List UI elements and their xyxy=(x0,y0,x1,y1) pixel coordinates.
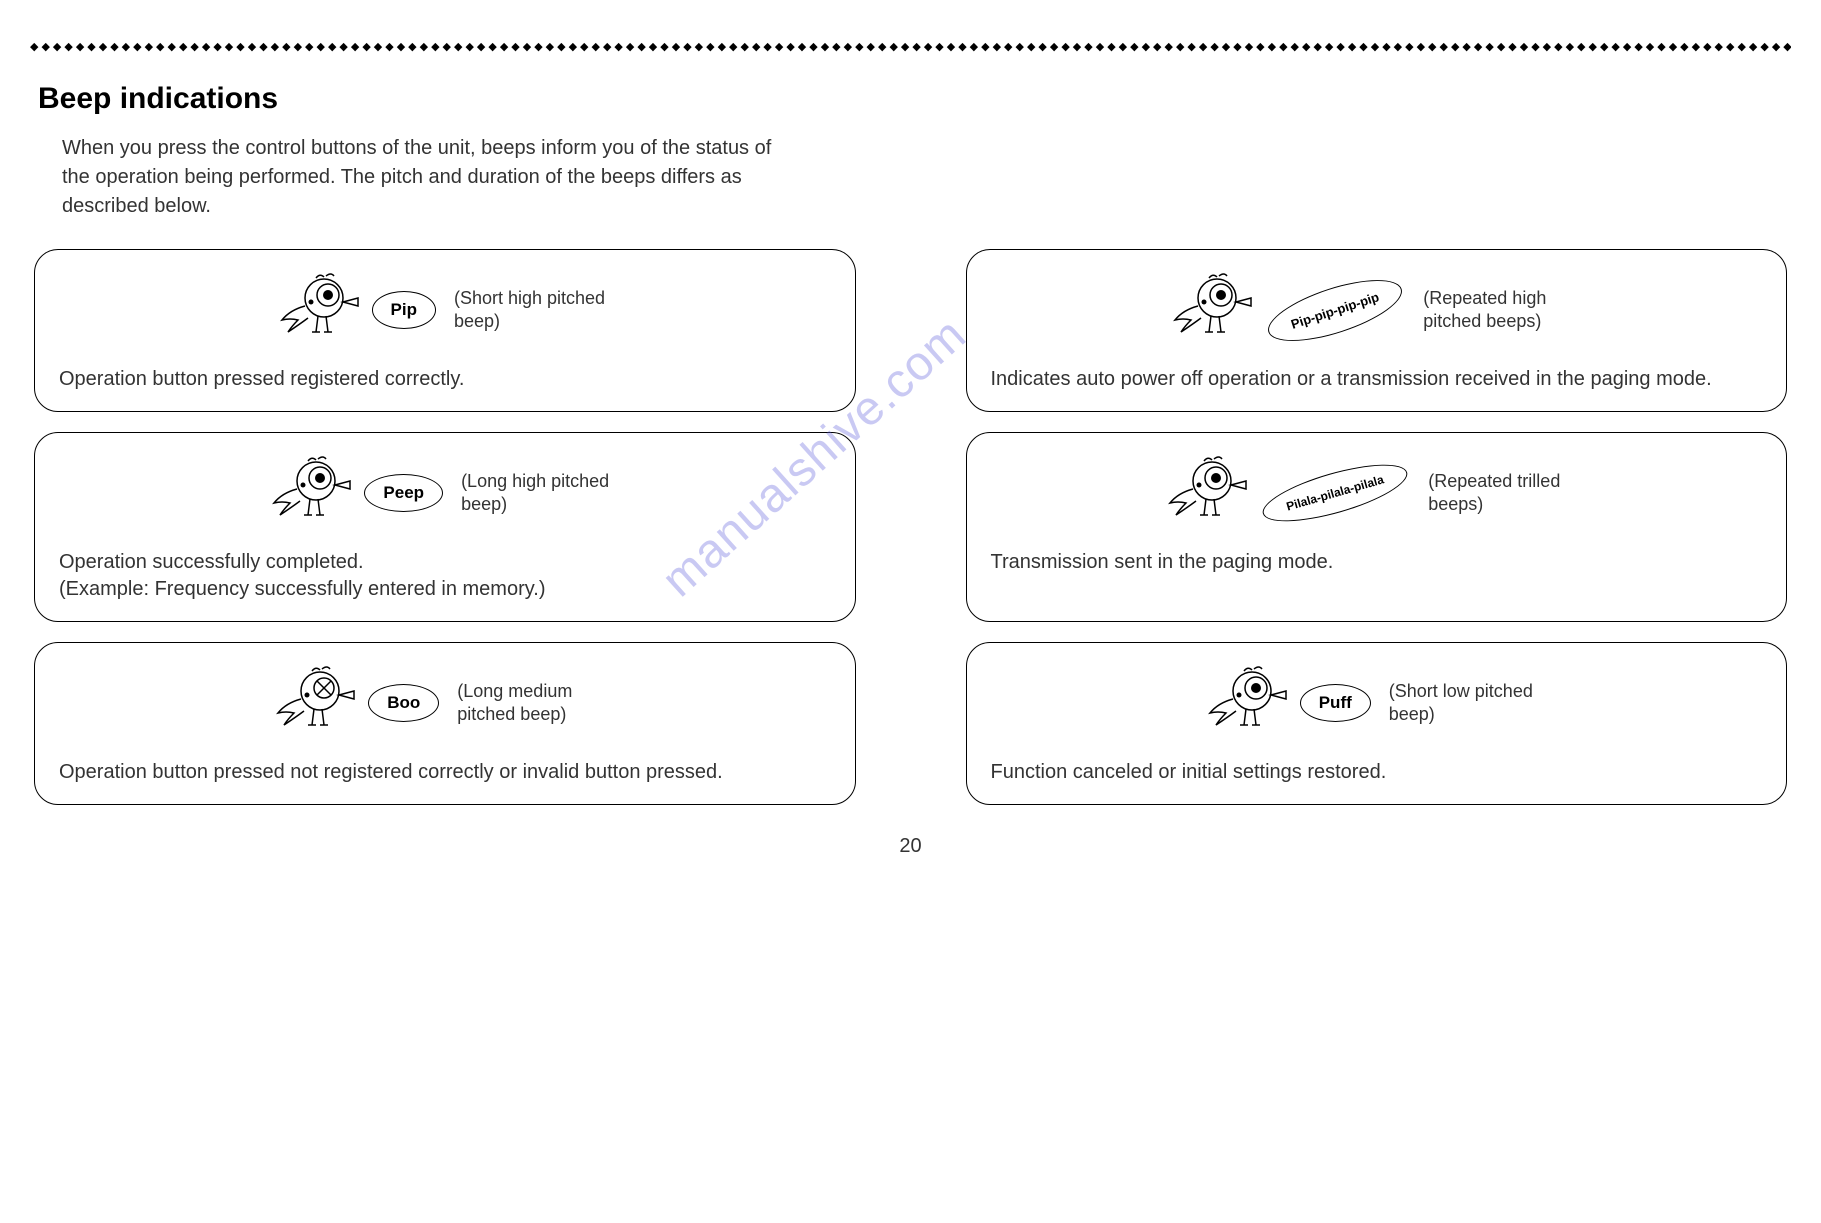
beep-card: Boo (Long medium pitched beep) Operation… xyxy=(34,642,856,805)
bird-icon xyxy=(272,663,362,743)
decorative-border: ◆◆◆◆◆◆◆◆◆◆◆◆◆◆◆◆◆◆◆◆◆◆◆◆◆◆◆◆◆◆◆◆◆◆◆◆◆◆◆◆… xyxy=(30,40,1791,54)
beep-description: Operation button pressed registered corr… xyxy=(59,366,831,393)
beep-hint: (Short low pitched beep) xyxy=(1389,680,1549,727)
beep-card: Pilala-pilala-pilala (Repeated trilled b… xyxy=(966,432,1788,622)
bird-bubble-wrap: Boo xyxy=(272,663,439,743)
card-illustration-row: Pip (Short high pitched beep) xyxy=(59,264,831,356)
card-illustration-row: Boo (Long medium pitched beep) xyxy=(59,657,831,749)
bird-bubble-wrap: Pip xyxy=(276,270,436,350)
speech-bubble: Pip xyxy=(372,291,436,329)
beep-hint: (Long medium pitched beep) xyxy=(457,680,617,727)
bird-icon xyxy=(1204,663,1294,743)
beep-description: Function canceled or initial settings re… xyxy=(991,759,1763,786)
beep-card: Peep (Long high pitched beep) Operation … xyxy=(34,432,856,622)
beep-description: Transmission sent in the paging mode. xyxy=(991,549,1763,576)
beep-card: Pip-pip-pip-pip (Repeated high pitched b… xyxy=(966,249,1788,412)
bird-bubble-wrap: Pilala-pilala-pilala xyxy=(1164,453,1410,533)
page-title: Beep indications xyxy=(38,82,1791,116)
beep-hint: (Long high pitched beep) xyxy=(461,470,621,517)
beep-description: Operation successfully completed. (Examp… xyxy=(59,549,831,603)
intro-text: When you press the control buttons of th… xyxy=(62,134,782,221)
cards-grid: Pip (Short high pitched beep) Operation … xyxy=(30,249,1791,805)
card-illustration-row: Pilala-pilala-pilala (Repeated trilled b… xyxy=(991,447,1763,539)
speech-bubble: Peep xyxy=(364,474,443,512)
beep-hint: (Short high pitched beep) xyxy=(454,287,614,334)
beep-hint: (Repeated trilled beeps) xyxy=(1428,470,1588,517)
bird-bubble-wrap: Peep xyxy=(268,453,443,533)
beep-hint: (Repeated high pitched beeps) xyxy=(1423,287,1583,334)
bird-icon xyxy=(276,270,366,350)
bird-icon xyxy=(1164,453,1254,533)
bird-icon xyxy=(1169,270,1259,350)
beep-card: Pip (Short high pitched beep) Operation … xyxy=(34,249,856,412)
bird-bubble-wrap: Puff xyxy=(1204,663,1371,743)
beep-description: Operation button pressed not registered … xyxy=(59,759,831,786)
speech-bubble: Puff xyxy=(1300,684,1371,722)
speech-bubble: Pip-pip-pip-pip xyxy=(1262,267,1409,353)
bird-bubble-wrap: Pip-pip-pip-pip xyxy=(1169,270,1405,350)
bird-icon xyxy=(268,453,358,533)
beep-card: Puff (Short low pitched beep) Function c… xyxy=(966,642,1788,805)
card-illustration-row: Pip-pip-pip-pip (Repeated high pitched b… xyxy=(991,264,1763,356)
page-number: 20 xyxy=(30,835,1791,858)
speech-bubble: Boo xyxy=(368,684,439,722)
card-illustration-row: Puff (Short low pitched beep) xyxy=(991,657,1763,749)
speech-bubble: Pilala-pilala-pilala xyxy=(1258,453,1413,533)
beep-description: Indicates auto power off operation or a … xyxy=(991,366,1763,393)
card-illustration-row: Peep (Long high pitched beep) xyxy=(59,447,831,539)
